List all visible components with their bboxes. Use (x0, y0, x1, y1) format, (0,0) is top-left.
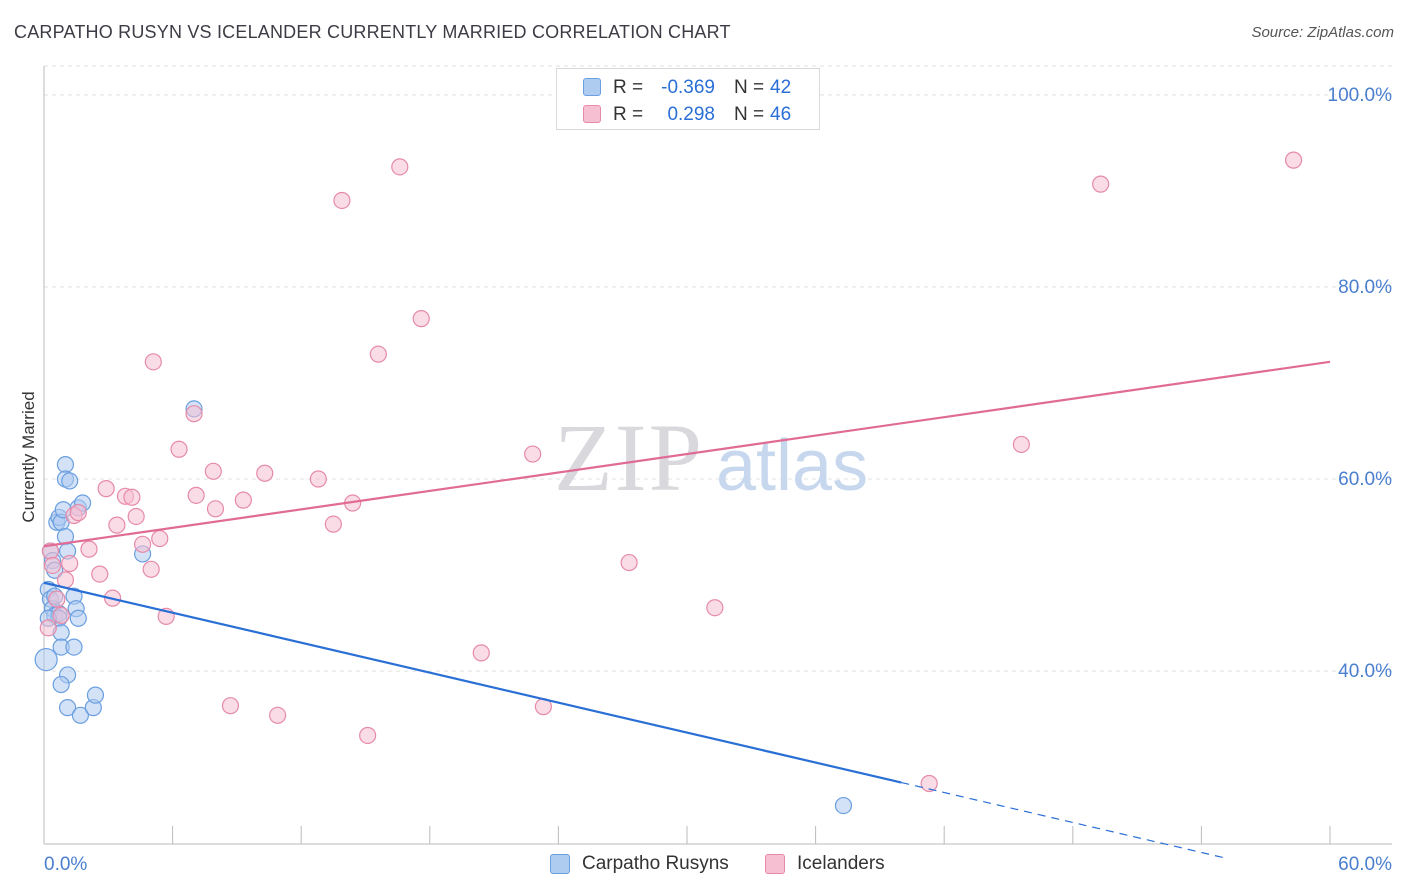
carpatho-rusyn-point (56, 456, 75, 474)
icelander-point (127, 507, 145, 526)
icelander-point (269, 706, 287, 724)
carpatho-rusyn-point (52, 675, 70, 694)
icelander-point (123, 488, 141, 506)
y-tick-label: 100.0% (1328, 85, 1393, 106)
icelander-point (69, 504, 87, 522)
icelander-point (1092, 175, 1110, 193)
trend-lines (43, 360, 1331, 859)
watermark-zip: ZIP (554, 404, 704, 511)
icelander-point (142, 560, 160, 578)
legend-label: Icelanders (797, 853, 885, 874)
carpatho-rusyn-point (834, 796, 853, 815)
carpatho-rusyn-point (65, 638, 83, 656)
carpatho-rusyn-trend-extension (901, 781, 1223, 859)
stats-r-label: R = (613, 77, 644, 98)
carpatho-rusyn-point (58, 699, 77, 717)
legend-swatch-blue (550, 854, 570, 874)
stats-n-value: 46 (770, 104, 792, 125)
carpatho-rusyn-point (34, 647, 58, 672)
x-tick-label: 60.0% (1338, 854, 1392, 875)
icelander-point (309, 470, 327, 488)
icelander-point (333, 191, 351, 210)
icelander-point (187, 486, 205, 504)
icelander-point (91, 565, 109, 583)
icelander-point (1012, 435, 1030, 454)
carpatho-rusyn-trend-line (43, 581, 902, 784)
stats-swatch-pink (583, 105, 601, 123)
legend-label: Carpatho Rusyns (582, 853, 729, 874)
icelander-point (391, 158, 409, 176)
tick-labels: 40.0% 60.0% 80.0% 100.0% 0.0% 60.0% (44, 85, 1392, 875)
icelander-point (151, 529, 169, 548)
gridlines (44, 65, 1392, 672)
carpatho-rusyn-point (71, 706, 90, 724)
icelander-point (185, 405, 203, 423)
icelander-point (48, 590, 66, 608)
icelander-point (472, 644, 490, 662)
legend-swatch-pink (765, 854, 785, 874)
x-tick-label: 0.0% (44, 854, 87, 875)
icelander-point (144, 353, 162, 371)
y-axis-title: Currently Married (19, 391, 38, 522)
chart-legend: Carpatho Rusyns Icelanders (0, 852, 1406, 878)
stats-r-label: R = (613, 104, 644, 125)
chart-source: Source: ZipAtlas.com (1251, 24, 1394, 41)
icelander-point (234, 491, 252, 509)
data-points (34, 151, 1303, 815)
watermark: ZIP atlas (554, 404, 868, 511)
y-tick-label: 60.0% (1338, 469, 1392, 490)
icelander-point (369, 345, 387, 363)
icelander-point (97, 480, 115, 498)
stats-n-label: N = (734, 104, 765, 125)
icelander-point (256, 464, 274, 482)
icelander-point (133, 535, 152, 553)
icelander-point (43, 556, 62, 575)
icelander-point (61, 554, 79, 573)
icelander-point (80, 540, 98, 558)
icelander-point (108, 516, 126, 534)
icelander-point (412, 310, 430, 328)
correlation-stats-box: R = -0.369 N = 42 R = 0.298 N = 46 (556, 68, 820, 130)
icelander-point (920, 774, 938, 793)
icelander-point (39, 619, 57, 637)
carpatho-rusyn-point (69, 609, 87, 627)
icelander-point (620, 553, 638, 572)
carpatho-rusyn-point (86, 686, 105, 704)
icelander-trend-line (43, 360, 1331, 548)
icelander-point (524, 445, 542, 463)
icelander-point (706, 599, 724, 617)
chart-title: CARPATHO RUSYN VS ICELANDER CURRENTLY MA… (14, 22, 731, 42)
icelander-point (221, 697, 240, 715)
icelander-point (324, 515, 342, 533)
stats-swatch-blue (583, 78, 601, 96)
stats-r-value: -0.369 (661, 77, 715, 98)
y-tick-label: 80.0% (1338, 277, 1392, 298)
icelander-point (52, 606, 70, 625)
icelander-point (1284, 151, 1303, 169)
icelander-point (170, 440, 188, 458)
carpatho-rusyn-point (61, 472, 79, 490)
icelander-point (204, 462, 222, 480)
y-tick-label: 40.0% (1338, 661, 1392, 682)
stats-r-value: 0.298 (667, 104, 715, 125)
icelander-point (359, 726, 377, 745)
icelander-point (206, 500, 225, 518)
stats-n-label: N = (734, 77, 765, 98)
stats-n-value: 42 (770, 77, 792, 98)
